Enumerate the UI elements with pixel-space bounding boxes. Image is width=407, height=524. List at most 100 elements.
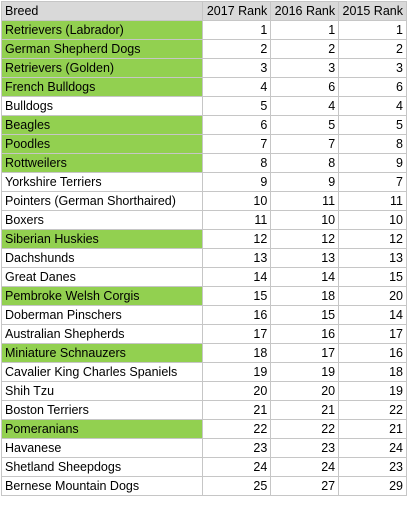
rank-2015-cell[interactable]: 19 <box>338 381 407 401</box>
rank-2016-cell[interactable]: 11 <box>270 191 340 211</box>
breed-cell[interactable]: Pomeranians <box>0 419 204 439</box>
rank-2015-cell[interactable]: 20 <box>338 286 407 306</box>
breed-cell[interactable]: Yorkshire Terriers <box>0 172 204 192</box>
rank-2017-cell[interactable]: 8 <box>202 153 272 173</box>
rank-2016-cell[interactable]: 20 <box>270 381 340 401</box>
rank-2015-cell[interactable]: 29 <box>338 476 407 496</box>
rank-2017-cell[interactable]: 12 <box>202 229 272 249</box>
rank-2015-cell[interactable]: 5 <box>338 115 407 135</box>
rank-2015-cell[interactable]: 15 <box>338 267 407 287</box>
rank-2016-cell[interactable]: 27 <box>270 476 340 496</box>
rank-2017-cell[interactable]: 23 <box>202 438 272 458</box>
rank-2015-cell[interactable]: 12 <box>338 229 407 249</box>
rank-2015-cell[interactable]: 2 <box>338 39 407 59</box>
breed-cell[interactable]: Miniature Schnauzers <box>0 343 204 363</box>
rank-2017-cell[interactable]: 14 <box>202 267 272 287</box>
rank-2016-cell[interactable]: 13 <box>270 248 340 268</box>
rank-2015-cell[interactable]: 24 <box>338 438 407 458</box>
breed-cell[interactable]: Pointers (German Shorthaired) <box>0 191 204 211</box>
rank-2017-cell[interactable]: 1 <box>202 20 272 40</box>
rank-2016-cell[interactable]: 19 <box>270 362 340 382</box>
rank-2015-cell[interactable]: 23 <box>338 457 407 477</box>
rank-2016-cell[interactable]: 4 <box>270 96 340 116</box>
rank-2017-cell[interactable]: 9 <box>202 172 272 192</box>
rank-2015-cell[interactable]: 14 <box>338 305 407 325</box>
rank-2017-cell[interactable]: 11 <box>202 210 272 230</box>
rank-2016-cell[interactable]: 1 <box>270 20 340 40</box>
breed-cell[interactable]: Great Danes <box>0 267 204 287</box>
rank-2015-cell[interactable]: 16 <box>338 343 407 363</box>
rank-2016-cell[interactable]: 3 <box>270 58 340 78</box>
breed-cell[interactable]: Boston Terriers <box>0 400 204 420</box>
breed-cell[interactable]: Havanese <box>0 438 204 458</box>
rank-2015-cell[interactable]: 6 <box>338 77 407 97</box>
breed-cell[interactable]: Retrievers (Labrador) <box>0 20 204 40</box>
rank-2017-cell[interactable]: 20 <box>202 381 272 401</box>
rank-2015-cell[interactable]: 1 <box>338 20 407 40</box>
rank-2015-cell[interactable]: 4 <box>338 96 407 116</box>
rank-2016-cell[interactable]: 17 <box>270 343 340 363</box>
rank-2015-cell[interactable]: 3 <box>338 58 407 78</box>
rank-2016-cell[interactable]: 15 <box>270 305 340 325</box>
breed-cell[interactable]: Rottweilers <box>0 153 204 173</box>
rank-2016-cell[interactable]: 12 <box>270 229 340 249</box>
rank-2017-cell[interactable]: 19 <box>202 362 272 382</box>
rank-2016-cell[interactable]: 6 <box>270 77 340 97</box>
rank-2017-cell[interactable]: 7 <box>202 134 272 154</box>
rank-2015-cell[interactable]: 10 <box>338 210 407 230</box>
rank-2015-cell[interactable]: 17 <box>338 324 407 344</box>
breed-cell[interactable]: Beagles <box>0 115 204 135</box>
header-2015-rank[interactable]: 2015 Rank <box>338 1 407 21</box>
rank-2017-cell[interactable]: 13 <box>202 248 272 268</box>
rank-2016-cell[interactable]: 16 <box>270 324 340 344</box>
breed-cell[interactable]: Siberian Huskies <box>0 229 204 249</box>
rank-2015-cell[interactable]: 7 <box>338 172 407 192</box>
rank-2016-cell[interactable]: 9 <box>270 172 340 192</box>
rank-2015-cell[interactable]: 21 <box>338 419 407 439</box>
header-2016-rank[interactable]: 2016 Rank <box>270 1 340 21</box>
breed-cell[interactable]: Retrievers (Golden) <box>0 58 204 78</box>
rank-2017-cell[interactable]: 17 <box>202 324 272 344</box>
rank-2017-cell[interactable]: 4 <box>202 77 272 97</box>
rank-2016-cell[interactable]: 8 <box>270 153 340 173</box>
rank-2017-cell[interactable]: 21 <box>202 400 272 420</box>
rank-2017-cell[interactable]: 22 <box>202 419 272 439</box>
rank-2017-cell[interactable]: 6 <box>202 115 272 135</box>
breed-cell[interactable]: Bulldogs <box>0 96 204 116</box>
breed-cell[interactable]: Doberman Pinschers <box>0 305 204 325</box>
rank-2017-cell[interactable]: 18 <box>202 343 272 363</box>
rank-2016-cell[interactable]: 24 <box>270 457 340 477</box>
rank-2017-cell[interactable]: 16 <box>202 305 272 325</box>
rank-2015-cell[interactable]: 9 <box>338 153 407 173</box>
rank-2015-cell[interactable]: 8 <box>338 134 407 154</box>
breed-cell[interactable]: Bernese Mountain Dogs <box>0 476 204 496</box>
rank-2016-cell[interactable]: 10 <box>270 210 340 230</box>
rank-2017-cell[interactable]: 24 <box>202 457 272 477</box>
rank-2015-cell[interactable]: 13 <box>338 248 407 268</box>
breed-cell[interactable]: Dachshunds <box>0 248 204 268</box>
rank-2016-cell[interactable]: 5 <box>270 115 340 135</box>
rank-2017-cell[interactable]: 5 <box>202 96 272 116</box>
rank-2017-cell[interactable]: 10 <box>202 191 272 211</box>
rank-2015-cell[interactable]: 11 <box>338 191 407 211</box>
breed-cell[interactable]: Poodles <box>0 134 204 154</box>
header-breed[interactable]: Breed <box>0 1 204 21</box>
breed-cell[interactable]: Cavalier King Charles Spaniels <box>0 362 204 382</box>
breed-cell[interactable]: Pembroke Welsh Corgis <box>0 286 204 306</box>
rank-2016-cell[interactable]: 18 <box>270 286 340 306</box>
breed-cell[interactable]: Shih Tzu <box>0 381 204 401</box>
rank-2016-cell[interactable]: 7 <box>270 134 340 154</box>
rank-2016-cell[interactable]: 22 <box>270 419 340 439</box>
rank-2016-cell[interactable]: 21 <box>270 400 340 420</box>
rank-2016-cell[interactable]: 23 <box>270 438 340 458</box>
rank-2017-cell[interactable]: 3 <box>202 58 272 78</box>
rank-2016-cell[interactable]: 14 <box>270 267 340 287</box>
breed-cell[interactable]: Shetland Sheepdogs <box>0 457 204 477</box>
rank-2017-cell[interactable]: 25 <box>202 476 272 496</box>
breed-cell[interactable]: German Shepherd Dogs <box>0 39 204 59</box>
rank-2015-cell[interactable]: 22 <box>338 400 407 420</box>
rank-2017-cell[interactable]: 15 <box>202 286 272 306</box>
breed-cell[interactable]: Boxers <box>0 210 204 230</box>
breed-cell[interactable]: French Bulldogs <box>0 77 204 97</box>
breed-cell[interactable]: Australian Shepherds <box>0 324 204 344</box>
